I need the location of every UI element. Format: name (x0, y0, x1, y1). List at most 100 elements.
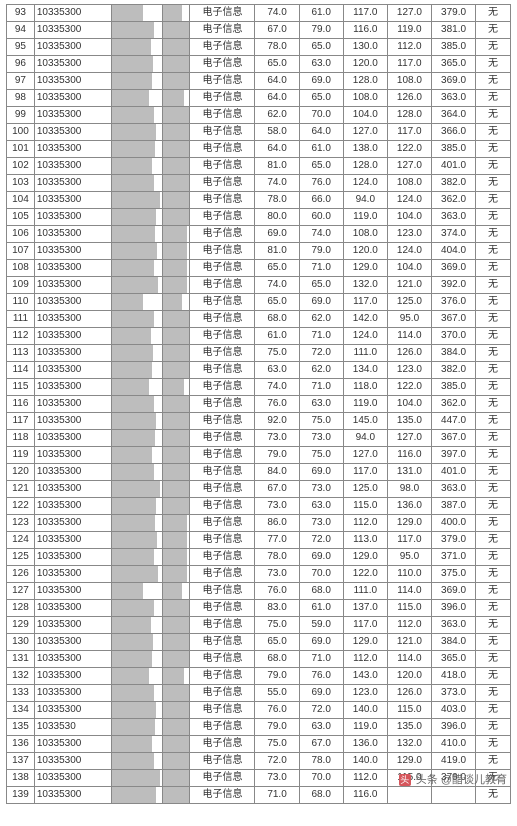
major: 电子信息 (190, 107, 255, 124)
row-index: 121 (7, 481, 35, 498)
score-total: 384.0 (431, 345, 475, 362)
score-total (431, 787, 475, 804)
row-index: 129 (7, 617, 35, 634)
score-table: 9310335300电子信息74.061.0117.0127.0379.0无94… (6, 4, 511, 804)
score-1: 77.0 (255, 532, 299, 549)
remark: 无 (476, 22, 511, 39)
score-4: 117.0 (387, 56, 431, 73)
score-3: 104.0 (343, 107, 387, 124)
score-3: 116.0 (343, 22, 387, 39)
major: 电子信息 (190, 209, 255, 226)
exam-id: 10335300 (34, 243, 111, 260)
score-4: 117.0 (387, 532, 431, 549)
exam-id: 10335300 (34, 702, 111, 719)
table-row: 13110335300电子信息68.071.0112.0114.0365.0无 (7, 651, 511, 668)
score-2: 68.0 (299, 583, 343, 600)
remark: 无 (476, 668, 511, 685)
watermark-handle: @醋谈儿教育 (441, 774, 507, 786)
score-total: 366.0 (431, 124, 475, 141)
score-4: 123.0 (387, 362, 431, 379)
row-index: 94 (7, 22, 35, 39)
table-row: 13710335300电子信息72.078.0140.0129.0419.0无 (7, 753, 511, 770)
table-row: 9410335300电子信息67.079.0116.0119.0381.0无 (7, 22, 511, 39)
score-2: 59.0 (299, 617, 343, 634)
score-3: 127.0 (343, 124, 387, 141)
remark: 无 (476, 549, 511, 566)
score-total: 369.0 (431, 260, 475, 277)
row-index: 135 (7, 719, 35, 736)
redacted-col-b (162, 294, 190, 311)
score-3: 112.0 (343, 651, 387, 668)
score-3: 113.0 (343, 532, 387, 549)
remark: 无 (476, 90, 511, 107)
score-2: 71.0 (299, 328, 343, 345)
score-total: 418.0 (431, 668, 475, 685)
score-2: 63.0 (299, 56, 343, 73)
redacted-col-b (162, 481, 190, 498)
row-index: 126 (7, 566, 35, 583)
redacted-col-a (111, 736, 162, 753)
redacted-col-a (111, 600, 162, 617)
score-total: 364.0 (431, 107, 475, 124)
remark: 无 (476, 56, 511, 73)
major: 电子信息 (190, 668, 255, 685)
major: 电子信息 (190, 294, 255, 311)
remark: 无 (476, 311, 511, 328)
exam-id: 10335300 (34, 209, 111, 226)
score-4: 135.0 (387, 719, 431, 736)
redacted-col-a (111, 209, 162, 226)
score-total: 373.0 (431, 685, 475, 702)
redacted-col-b (162, 243, 190, 260)
score-3: 120.0 (343, 56, 387, 73)
score-1: 74.0 (255, 5, 299, 22)
score-3: 117.0 (343, 5, 387, 22)
score-4: 114.0 (387, 651, 431, 668)
score-4: 98.0 (387, 481, 431, 498)
remark: 无 (476, 634, 511, 651)
score-3: 129.0 (343, 260, 387, 277)
score-2: 69.0 (299, 73, 343, 90)
redacted-col-b (162, 651, 190, 668)
row-index: 98 (7, 90, 35, 107)
redacted-col-a (111, 294, 162, 311)
score-4: 124.0 (387, 192, 431, 209)
score-2: 76.0 (299, 175, 343, 192)
remark: 无 (476, 379, 511, 396)
row-index: 96 (7, 56, 35, 73)
score-3: 111.0 (343, 583, 387, 600)
score-2: 65.0 (299, 39, 343, 56)
score-4: 104.0 (387, 209, 431, 226)
score-4: 122.0 (387, 141, 431, 158)
score-1: 75.0 (255, 345, 299, 362)
score-1: 73.0 (255, 498, 299, 515)
score-3: 123.0 (343, 685, 387, 702)
score-1: 84.0 (255, 464, 299, 481)
remark: 无 (476, 39, 511, 56)
redacted-col-b (162, 447, 190, 464)
score-total: 367.0 (431, 311, 475, 328)
exam-id: 10335300 (34, 668, 111, 685)
score-total: 382.0 (431, 175, 475, 192)
major: 电子信息 (190, 413, 255, 430)
score-3: 116.0 (343, 787, 387, 804)
score-1: 74.0 (255, 175, 299, 192)
score-2: 76.0 (299, 668, 343, 685)
score-3: 118.0 (343, 379, 387, 396)
redacted-col-a (111, 175, 162, 192)
redacted-col-b (162, 90, 190, 107)
score-1: 69.0 (255, 226, 299, 243)
remark: 无 (476, 294, 511, 311)
score-1: 73.0 (255, 566, 299, 583)
score-4: 121.0 (387, 277, 431, 294)
score-total: 365.0 (431, 56, 475, 73)
score-3: 143.0 (343, 668, 387, 685)
redacted-col-a (111, 260, 162, 277)
redacted-col-a (111, 515, 162, 532)
score-3: 117.0 (343, 617, 387, 634)
score-2: 75.0 (299, 447, 343, 464)
major: 电子信息 (190, 736, 255, 753)
score-2: 65.0 (299, 277, 343, 294)
score-4: 116.0 (387, 447, 431, 464)
score-4: 104.0 (387, 260, 431, 277)
score-total: 447.0 (431, 413, 475, 430)
